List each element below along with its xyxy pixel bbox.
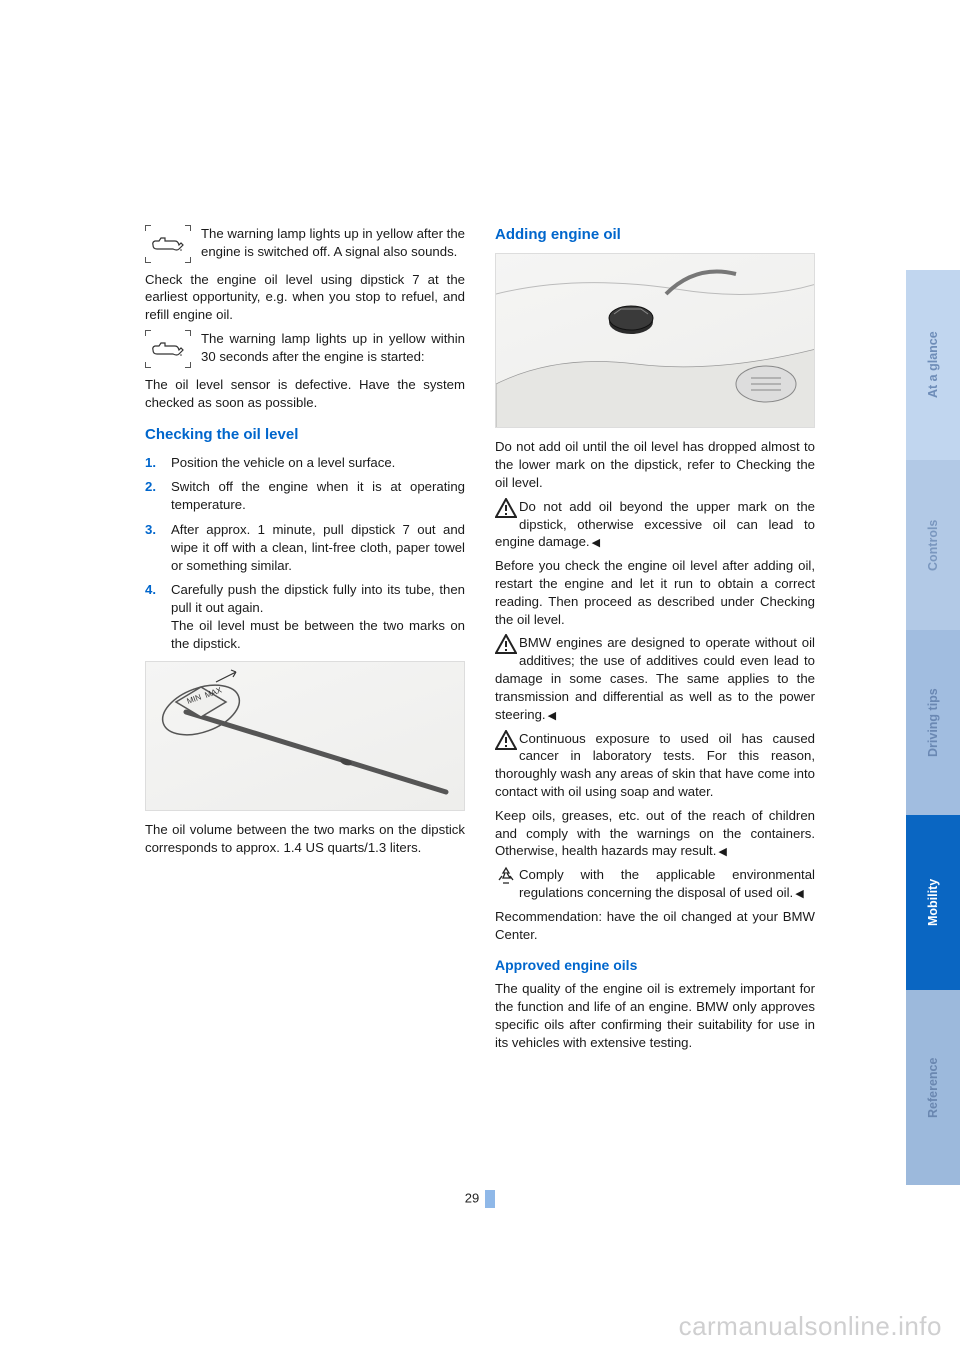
right-column: Adding engine oil Do not add oil until t… bbox=[495, 225, 815, 1058]
heading-approved-oils: Approved engine oils bbox=[495, 956, 815, 975]
watermark: carmanualsonline.info bbox=[679, 1311, 942, 1342]
caution-1: Do not add oil beyond the upper mark on … bbox=[495, 498, 815, 551]
step-4: Carefully push the dipstick fully into i… bbox=[171, 581, 465, 652]
recycle-note: Comply with the applicable environmental… bbox=[495, 866, 815, 902]
caution-2-text: BMW engines are designed to operate with… bbox=[495, 635, 815, 721]
warning-triangle-icon bbox=[495, 498, 517, 518]
caution-3b-text: Keep oils, greases, etc. out of the reac… bbox=[495, 807, 815, 860]
recycle-icon bbox=[495, 866, 517, 886]
warning-1-follow: Check the engine oil level using dipstic… bbox=[145, 271, 465, 324]
caution-1-text: Do not add oil beyond the upper mark on … bbox=[495, 499, 815, 550]
side-tab-mobility[interactable]: Mobility bbox=[906, 815, 960, 990]
warning-2-follow: The oil level sensor is defective. Have … bbox=[145, 376, 465, 412]
warning-1-text: The warning lamp lights up in yellow aft… bbox=[201, 225, 465, 261]
page-number: 29 bbox=[0, 1190, 960, 1208]
caution-3: Continuous exposure to used oil has caus… bbox=[495, 730, 815, 801]
warning-triangle-icon bbox=[495, 730, 517, 750]
oil-warning-icon bbox=[145, 330, 191, 368]
caution-3a-text: Continuous exposure to used oil has caus… bbox=[495, 731, 815, 799]
left-column: The warning lamp lights up in yellow aft… bbox=[145, 225, 465, 1058]
after-diagram-text: The oil volume between the two marks on … bbox=[145, 821, 465, 857]
oil-warning-icon bbox=[145, 225, 191, 263]
step-1: Position the vehicle on a level surface. bbox=[171, 454, 465, 472]
approved-oils-text: The quality of the engine oil is extreme… bbox=[495, 980, 815, 1051]
warning-block-2: The warning lamp lights up in yellow wit… bbox=[145, 330, 465, 372]
side-tab-at-a-glance[interactable]: At a glance bbox=[906, 270, 960, 460]
caution-2: BMW engines are designed to operate with… bbox=[495, 634, 815, 723]
side-tab-controls[interactable]: Controls bbox=[906, 460, 960, 630]
dipstick-diagram: MIN MAX bbox=[145, 661, 465, 811]
step-3: After approx. 1 minute, pull dipstick 7 … bbox=[171, 521, 465, 574]
warning-2-text: The warning lamp lights up in yellow wit… bbox=[201, 330, 465, 366]
engine-oil-cap-diagram bbox=[495, 253, 815, 428]
side-tabs: At a glanceControlsDriving tipsMobilityR… bbox=[906, 0, 960, 1358]
recommendation: Recommendation: have the oil changed at … bbox=[495, 908, 815, 944]
heading-checking-oil: Checking the oil level bbox=[145, 425, 465, 445]
oil-check-steps: 1.Position the vehicle on a level surfac… bbox=[145, 454, 465, 653]
side-tab-reference[interactable]: Reference bbox=[906, 990, 960, 1185]
add-oil-p1: Do not add oil until the oil level has d… bbox=[495, 438, 815, 491]
add-oil-p2: Before you check the engine oil level af… bbox=[495, 557, 815, 628]
side-tab-driving-tips[interactable]: Driving tips bbox=[906, 630, 960, 815]
recycle-text: Comply with the applicable environmental… bbox=[519, 867, 815, 900]
warning-triangle-icon bbox=[495, 634, 517, 654]
warning-block-1: The warning lamp lights up in yellow aft… bbox=[145, 225, 465, 267]
step-2: Switch off the engine when it is at oper… bbox=[171, 478, 465, 514]
heading-adding-oil: Adding engine oil bbox=[495, 225, 815, 245]
